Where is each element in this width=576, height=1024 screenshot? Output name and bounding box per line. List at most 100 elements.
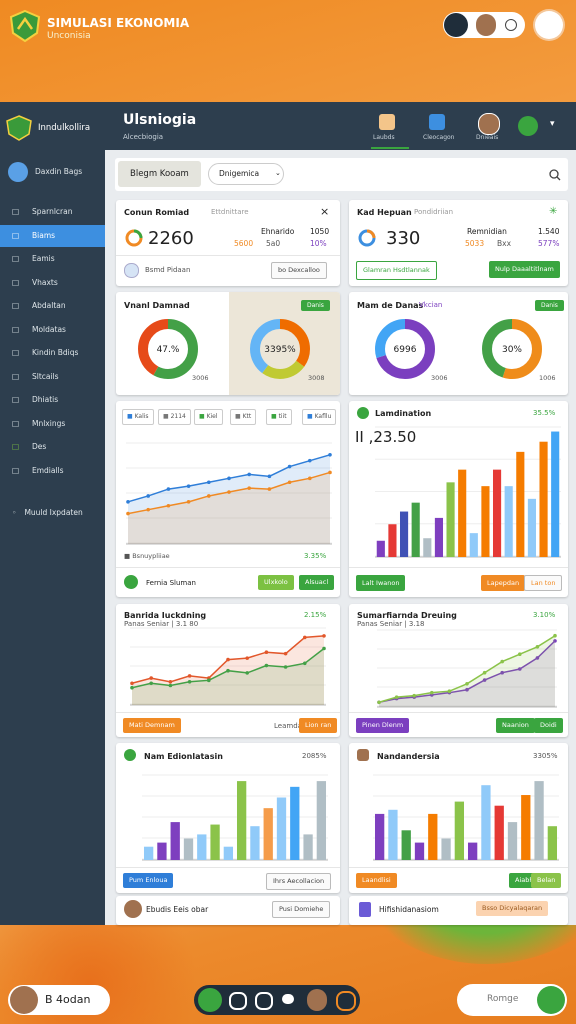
chip[interactable]: ■ Kafllu xyxy=(302,409,337,425)
tab-icon[interactable] xyxy=(429,114,445,130)
chip[interactable]: ■ Ktt xyxy=(230,409,257,425)
point xyxy=(245,656,249,660)
chip[interactable]: ■ tiit xyxy=(266,409,292,425)
dropdown-caret[interactable]: ▾ xyxy=(550,119,555,129)
button[interactable]: Alsuacl xyxy=(299,575,335,590)
dock-icon[interactable] xyxy=(198,988,222,1012)
nav-item[interactable]: □ Moldatas xyxy=(0,319,105,341)
search-pill[interactable]: Romge xyxy=(457,984,567,1016)
button[interactable]: Lalt Iwanon xyxy=(356,575,406,591)
chip[interactable]: ■ 2114 xyxy=(158,409,191,425)
dock-icon[interactable] xyxy=(255,992,273,1010)
chip-swatch: ■ xyxy=(163,413,171,420)
button[interactable]: Naanion xyxy=(496,718,535,733)
dock-icon[interactable] xyxy=(229,992,247,1010)
tab-label[interactable]: Dnieais xyxy=(476,134,499,141)
tab-label[interactable]: Cleocagon xyxy=(423,134,455,141)
point xyxy=(303,635,307,640)
nav-item[interactable]: □ Biams xyxy=(0,224,105,247)
button[interactable]: Glamran Hsdtlannak xyxy=(356,261,437,280)
nav-icon: □ xyxy=(12,301,20,310)
bar xyxy=(236,781,247,860)
chip-label: Kalis xyxy=(134,413,149,420)
button[interactable]: Bsso Dicyalaqaran xyxy=(476,901,549,916)
button[interactable]: Mati Demnam xyxy=(123,718,181,733)
bar-card: Nam Edionlatasin 2085% Pum Enloua Ihrs A… xyxy=(116,743,340,893)
nav-item[interactable]: □ Vhaxts xyxy=(0,272,105,294)
nav-item[interactable]: □ Emdialls xyxy=(0,460,105,482)
chip[interactable]: ■ Kalis xyxy=(122,409,154,425)
sidebar-search[interactable]: Daxdin Bags xyxy=(35,167,83,176)
nav-item[interactable]: □ Abdaltan xyxy=(0,295,105,317)
area xyxy=(132,648,324,705)
bar xyxy=(441,838,451,860)
nav-item[interactable]: □ Sltcails xyxy=(0,366,105,388)
donut-sub: 3008 xyxy=(308,374,325,382)
point xyxy=(283,651,288,656)
icon xyxy=(124,263,139,278)
action-button[interactable] xyxy=(444,13,468,37)
toolbar-button[interactable]: Blegm Kooam xyxy=(118,161,201,187)
bar xyxy=(388,809,398,860)
user-pill[interactable]: B 4odan xyxy=(8,985,110,1015)
button[interactable]: Lan ton xyxy=(524,575,563,591)
chip-swatch: ■ xyxy=(307,413,315,420)
user-avatar[interactable] xyxy=(535,11,563,39)
search-icon[interactable] xyxy=(8,162,28,182)
point xyxy=(308,476,312,481)
donut-segment xyxy=(375,319,435,379)
nav-label: Eamis xyxy=(32,254,55,263)
chip-row: ■ Kalis ■ 2114 ■ Kiel ■ Ktt ■ tiit ■ Kafllu xyxy=(122,409,337,425)
avatar[interactable] xyxy=(478,113,500,135)
card-subtitle: Panas Seniar | 3.1 80 xyxy=(124,620,199,628)
status-icon[interactable] xyxy=(518,116,538,136)
toolbar-dropdown[interactable]: Dnigemica xyxy=(208,163,285,185)
button[interactable]: bo Dexcalloo xyxy=(271,262,327,279)
nav-item[interactable]: □ Eamis xyxy=(0,248,105,270)
nav-item[interactable]: □ Dhiatis xyxy=(0,389,105,411)
button[interactable]: Belan xyxy=(531,873,562,888)
sidebar-footer[interactable]: ◦ Muuld Ixpdaten xyxy=(12,508,83,517)
divider xyxy=(349,567,568,568)
dock-icon[interactable] xyxy=(336,991,356,1011)
button[interactable]: Ulxkolo xyxy=(258,575,294,590)
nav-icon: □ xyxy=(12,371,20,381)
pin-icon[interactable]: ✳ xyxy=(549,206,558,217)
link[interactable]: Leamdan xyxy=(274,722,307,730)
chip[interactable]: ■ Kiel xyxy=(194,409,223,425)
button[interactable]: Laandlisi xyxy=(356,873,397,888)
nav-icon: □ xyxy=(12,207,20,216)
button[interactable]: Ihrs Aecollacion xyxy=(266,873,332,890)
nav-item[interactable]: □ Kindin Bdiqs xyxy=(0,342,105,364)
search-button[interactable] xyxy=(537,986,565,1014)
icon[interactable] xyxy=(505,19,517,31)
nav-label: Dhiatis xyxy=(32,395,59,404)
button[interactable]: Pusi Domiehe xyxy=(272,901,331,918)
nav-item[interactable]: □ Mnlxings xyxy=(0,413,105,435)
button[interactable]: Pinen Dlenm xyxy=(356,718,410,733)
search-icon[interactable] xyxy=(549,169,561,181)
button[interactable]: Doidi xyxy=(534,718,563,733)
area xyxy=(128,472,330,544)
avatar[interactable] xyxy=(476,14,496,36)
button[interactable]: Pum Enloua xyxy=(123,873,174,888)
tab-icon[interactable] xyxy=(379,114,395,130)
card-footer: Fernia Sluman xyxy=(146,579,196,587)
card-title: Hifishidanasiom xyxy=(379,905,439,914)
button[interactable]: Lion ran xyxy=(299,718,338,733)
button[interactable]: Nulp Daaaltitlnam xyxy=(489,261,560,278)
nav-item[interactable]: □ Sparnlcran xyxy=(0,201,105,223)
area xyxy=(379,635,555,707)
point xyxy=(126,500,130,504)
tab-label[interactable]: Laubds xyxy=(373,134,395,141)
card-value: 3.10% xyxy=(533,611,556,619)
dock-icon[interactable] xyxy=(307,989,327,1011)
point xyxy=(482,670,487,675)
dock-icon[interactable] xyxy=(282,994,294,1004)
button[interactable]: Lapepdan xyxy=(481,575,526,591)
nav-item[interactable]: □ Des xyxy=(0,436,105,458)
bar xyxy=(481,785,491,860)
card-title: Nandandersia xyxy=(377,752,440,761)
card-title: Mam de Danas xyxy=(357,301,424,310)
close-button[interactable]: × xyxy=(320,205,330,218)
